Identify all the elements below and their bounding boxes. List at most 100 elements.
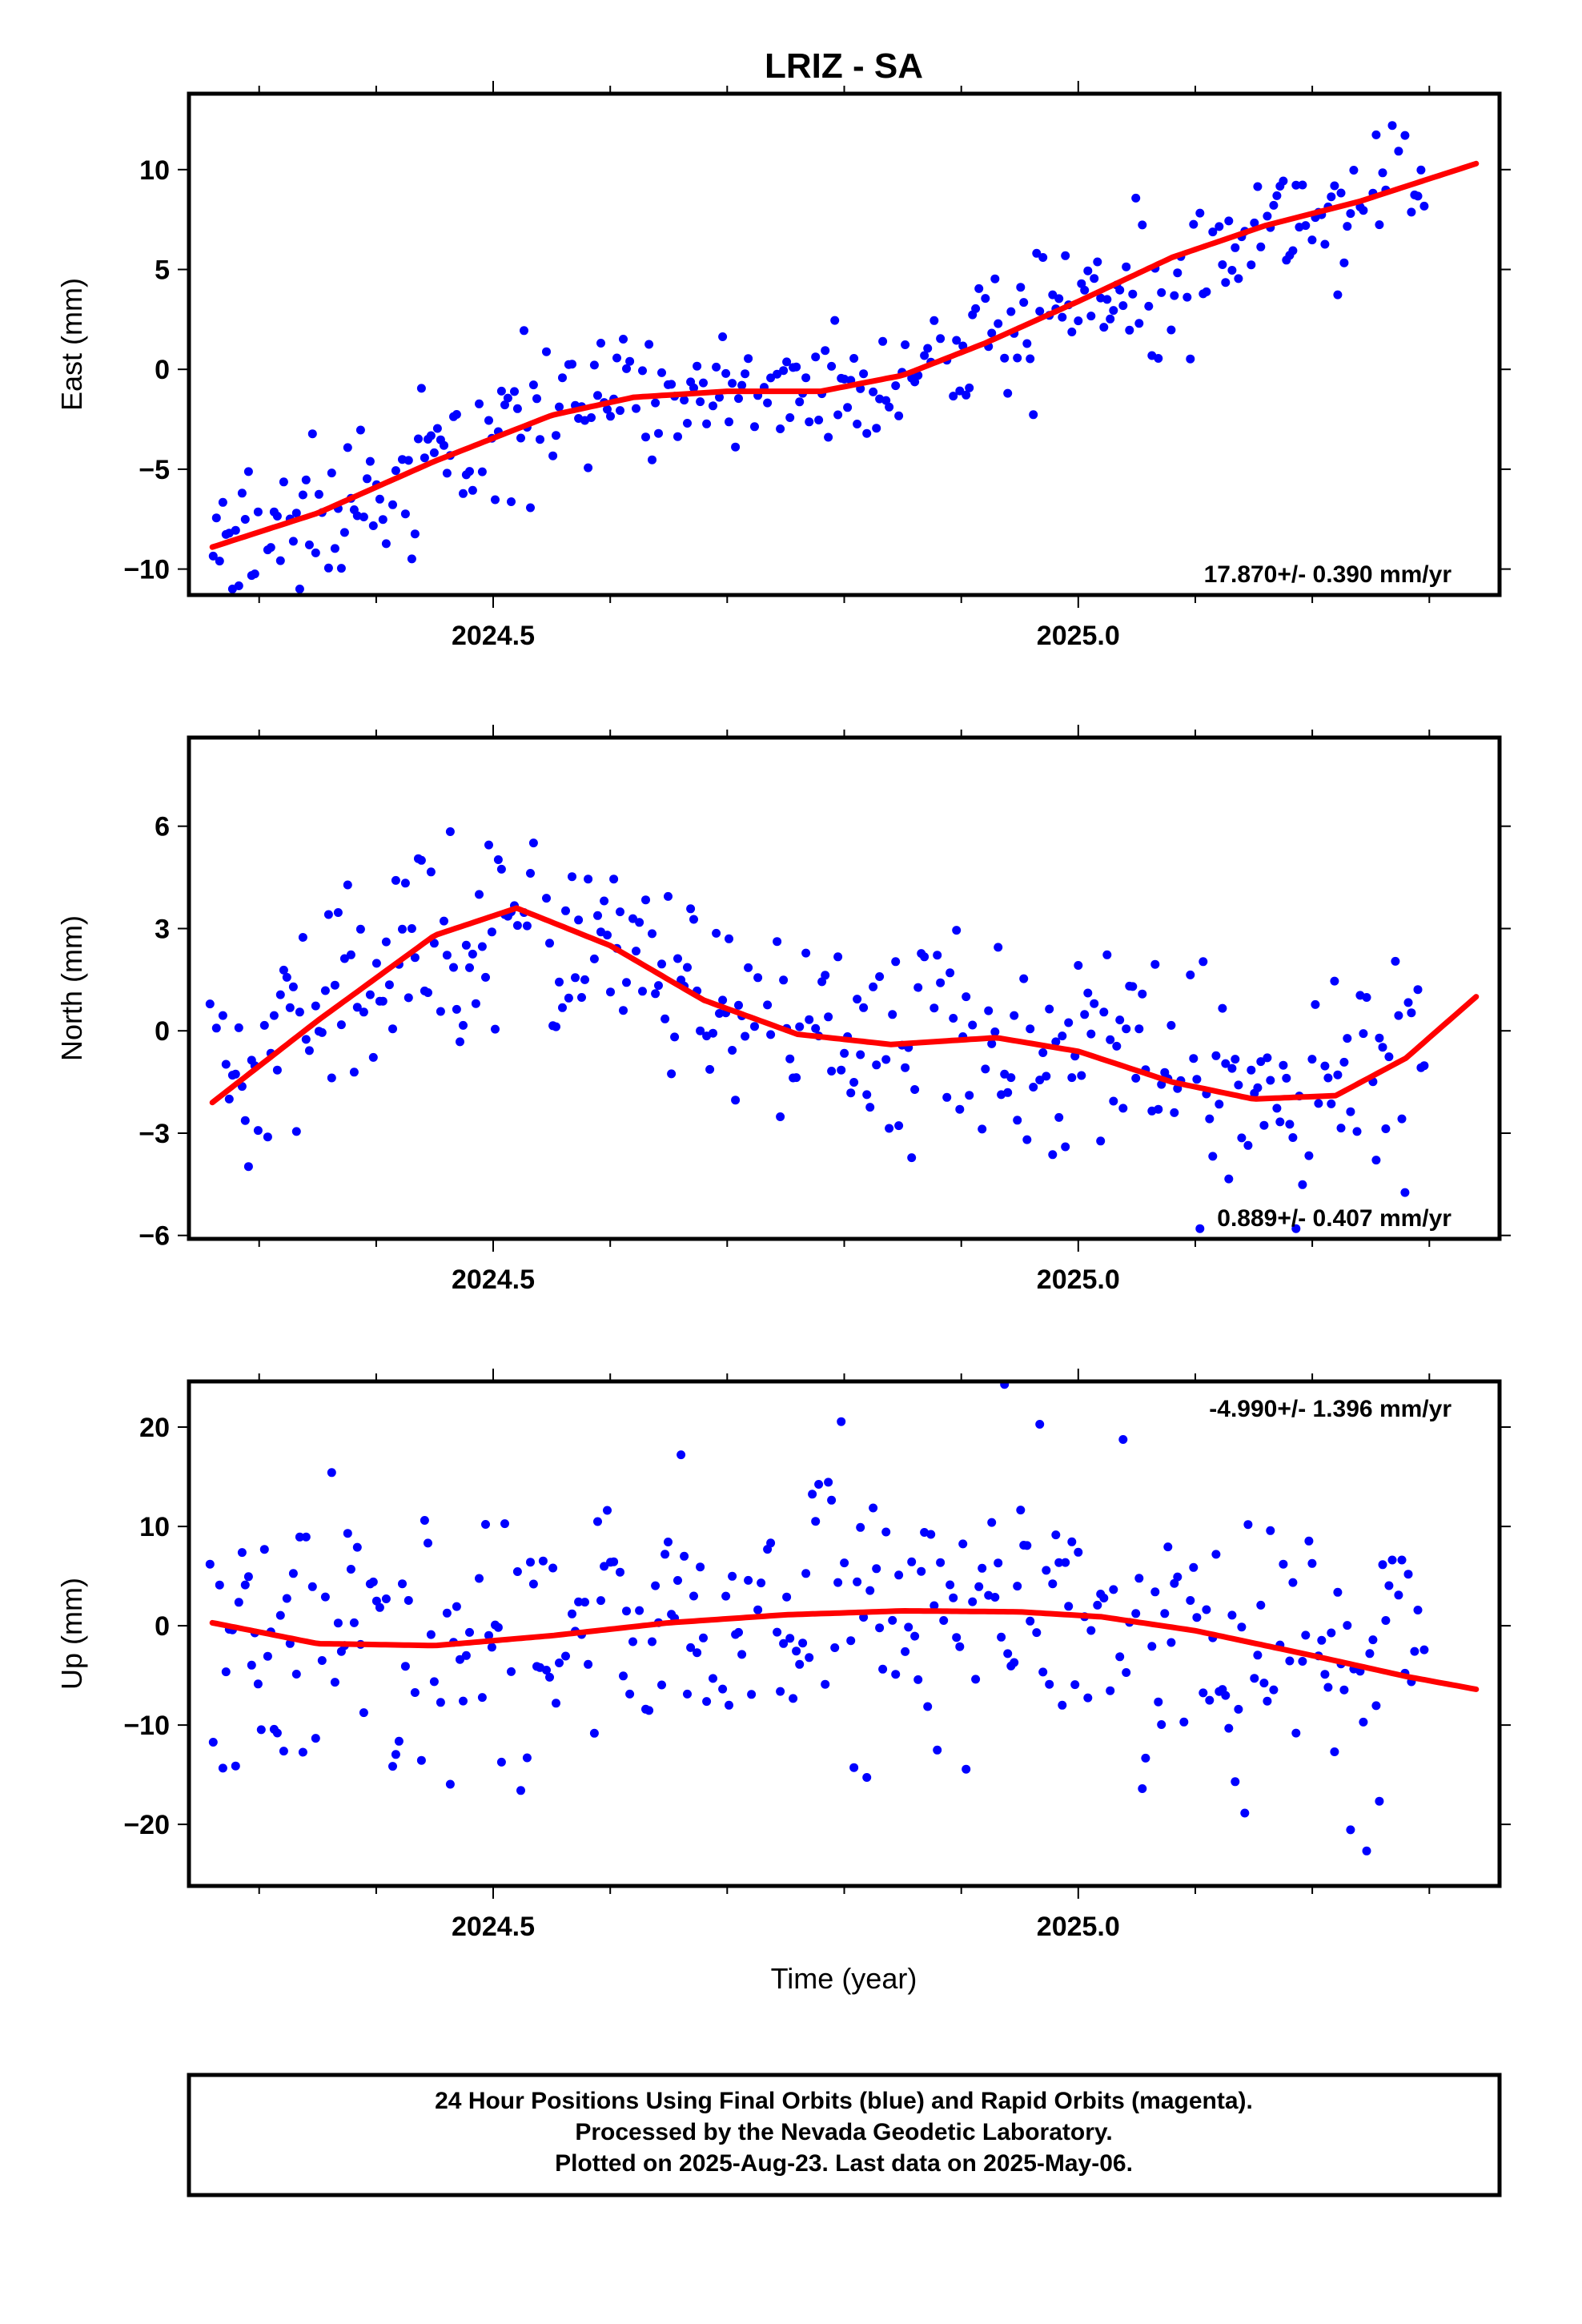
data-point (1247, 260, 1256, 270)
data-point (856, 1050, 865, 1059)
data-point (339, 954, 349, 963)
data-point (452, 410, 461, 419)
data-point (1099, 323, 1109, 332)
y-tick-label: 3 (155, 915, 170, 945)
data-point (994, 943, 1003, 952)
data-point (493, 1622, 503, 1632)
data-point (536, 435, 544, 444)
data-point (240, 515, 250, 524)
data-point (1182, 292, 1192, 302)
data-point (1147, 1642, 1157, 1651)
data-point (263, 1651, 272, 1661)
data-point (1253, 1083, 1263, 1092)
data-point (981, 1064, 990, 1074)
data-point (205, 1559, 215, 1569)
data-point (1035, 307, 1045, 316)
data-point (689, 1591, 698, 1601)
data-point (571, 973, 580, 983)
data-point (552, 431, 560, 440)
data-point (1400, 131, 1410, 140)
data-point (580, 1598, 589, 1607)
data-point (330, 980, 339, 990)
data-point (853, 995, 862, 1004)
data-point (910, 1631, 920, 1641)
data-point (1269, 1685, 1279, 1695)
data-point (779, 1638, 789, 1648)
data-point (561, 1651, 570, 1661)
data-point (445, 1779, 455, 1789)
data-point (491, 1024, 500, 1034)
data-point (1109, 306, 1118, 316)
data-point (849, 1763, 859, 1772)
data-point (926, 1530, 936, 1539)
east-points (208, 121, 1429, 593)
data-point (416, 1755, 426, 1765)
data-point (1170, 1108, 1179, 1117)
data-point (1106, 314, 1115, 324)
data-point (689, 915, 698, 924)
data-point (1288, 1133, 1298, 1142)
data-point (247, 1660, 256, 1670)
data-point (1208, 227, 1218, 237)
data-point (603, 404, 612, 414)
data-point (558, 373, 567, 383)
data-point (352, 1542, 362, 1552)
data-point (763, 1000, 773, 1010)
data-point (1237, 1133, 1247, 1143)
up-points (205, 1380, 1429, 1856)
data-point (1234, 1080, 1243, 1090)
data-point (394, 1736, 404, 1746)
data-point (1022, 1135, 1032, 1144)
data-point (1064, 1602, 1074, 1611)
data-point (1394, 147, 1403, 156)
data-point (1029, 1083, 1038, 1092)
data-point (528, 838, 538, 848)
data-point (295, 1007, 304, 1017)
data-point (1323, 1073, 1333, 1083)
data-point (753, 1605, 763, 1614)
data-point (1032, 248, 1042, 258)
data-point (1154, 1104, 1163, 1114)
data-point (368, 1577, 378, 1586)
data-point (500, 400, 509, 410)
data-point (381, 937, 391, 947)
data-point (1179, 1717, 1189, 1727)
north-axis-label: North (mm) (55, 915, 88, 1061)
data-point (424, 988, 432, 997)
data-point (616, 406, 624, 416)
data-point (359, 513, 368, 521)
data-point (440, 916, 448, 926)
data-point (654, 428, 663, 438)
data-point (773, 937, 782, 947)
data-point (814, 1480, 824, 1489)
footer-line-3: Plotted on 2025-Aug-23. Last data on 202… (555, 2150, 1133, 2177)
data-point (465, 467, 474, 476)
data-point (208, 551, 218, 561)
data-point (1189, 1054, 1199, 1063)
data-point (378, 996, 387, 1006)
data-point (1016, 1506, 1026, 1515)
data-point (744, 354, 753, 364)
data-point (968, 1597, 978, 1606)
data-point (1339, 258, 1349, 267)
data-point (744, 963, 753, 972)
data-point (1375, 1033, 1384, 1043)
data-point (1080, 1010, 1090, 1019)
data-point (1115, 1015, 1125, 1025)
data-point (512, 921, 522, 931)
data-point (1384, 1581, 1394, 1590)
data-point (1272, 1104, 1282, 1113)
data-point (1416, 165, 1426, 175)
data-point (1339, 1057, 1349, 1067)
data-point (1067, 328, 1077, 336)
data-point (301, 1532, 311, 1542)
data-point (1199, 1688, 1208, 1698)
data-point (404, 1596, 413, 1605)
data-point (407, 554, 416, 564)
data-point (400, 879, 410, 888)
data-point (933, 1745, 942, 1755)
data-point (1205, 1695, 1215, 1705)
data-point (1253, 182, 1263, 191)
data-point (936, 978, 946, 987)
data-point (1122, 1668, 1131, 1677)
